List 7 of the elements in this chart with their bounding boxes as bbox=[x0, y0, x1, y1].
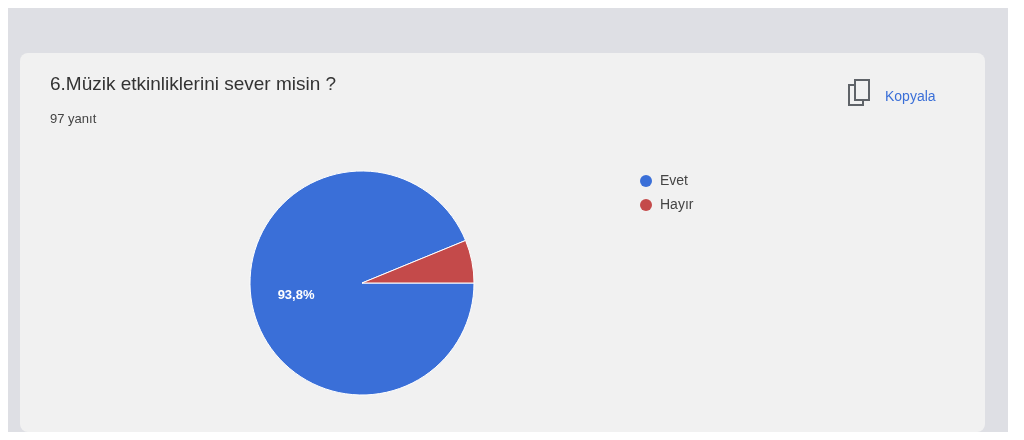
text: Kopyala bbox=[885, 87, 936, 104]
pie-slice bbox=[249, 170, 475, 396]
legend-label: Hayır bbox=[660, 195, 694, 212]
data-label: 93,8% bbox=[277, 287, 315, 303]
chart-title: 6.Müzik etkinliklerini sever misin ? bbox=[50, 73, 337, 94]
text: 97 yanıt bbox=[50, 111, 97, 126]
legend-label: Evet bbox=[660, 171, 689, 188]
